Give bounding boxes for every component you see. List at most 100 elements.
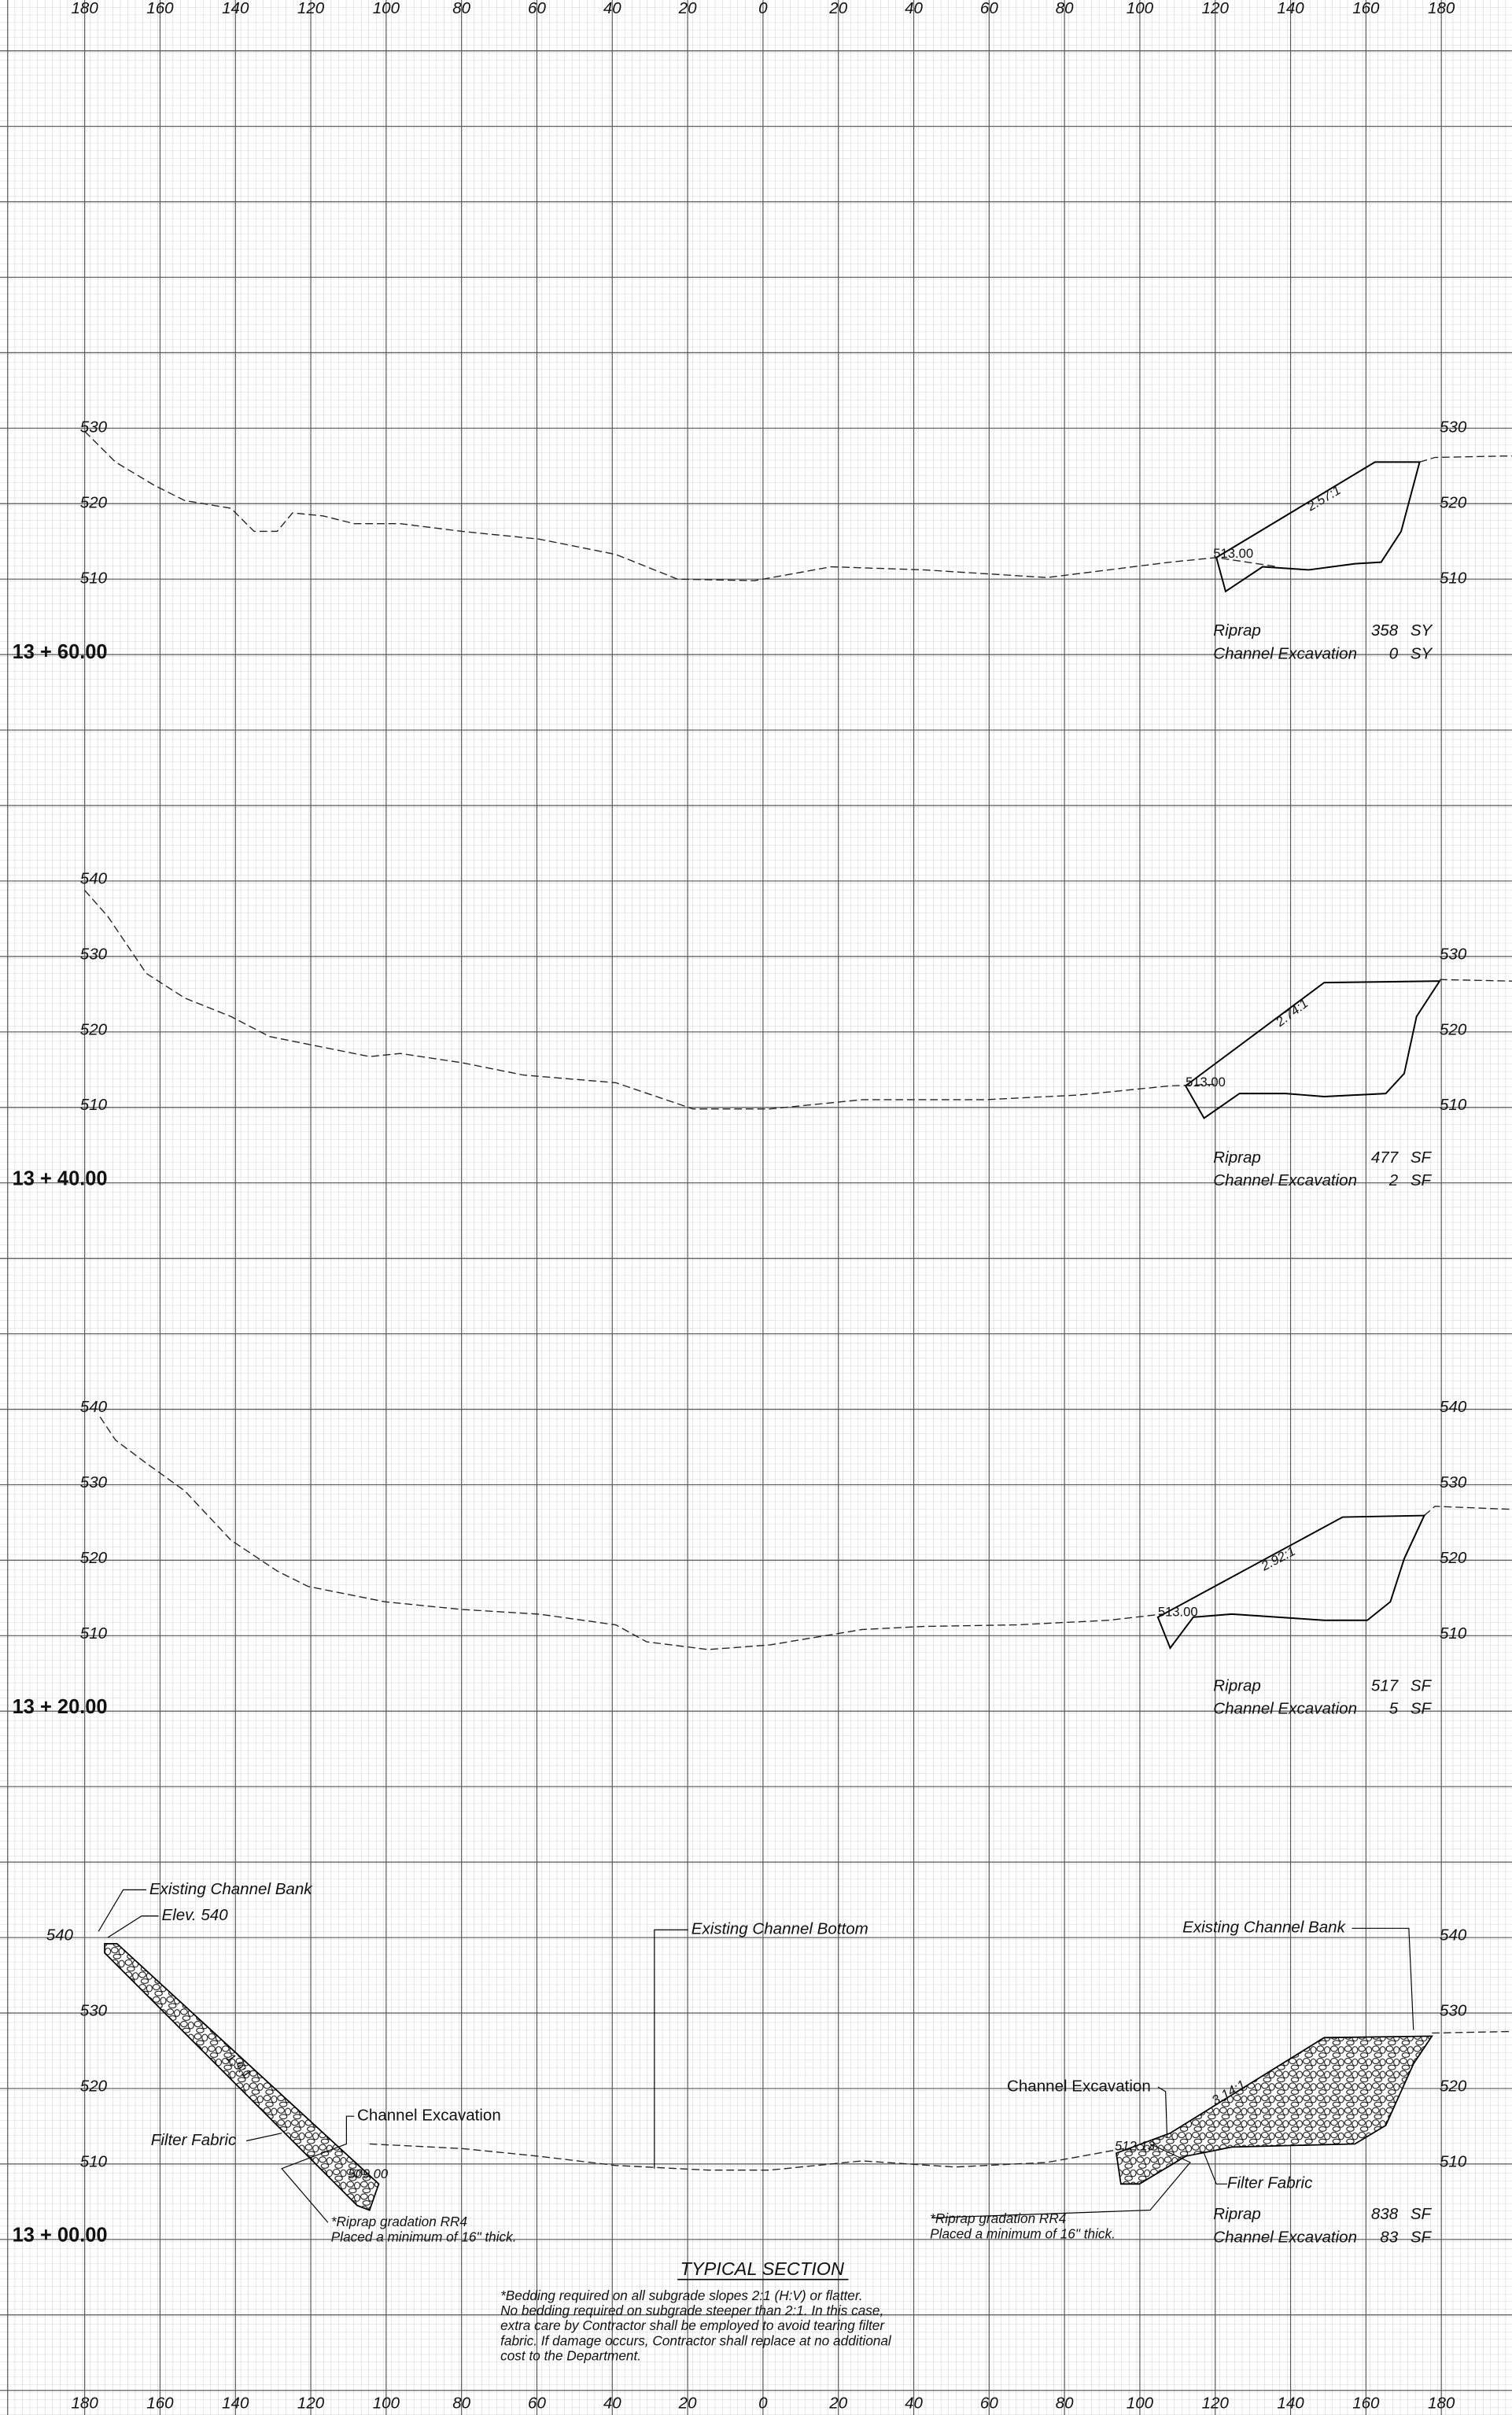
axis-label: 100 (1127, 0, 1154, 17)
note-line: cost to the Department. (500, 2348, 641, 2364)
elevation-label: 530 (80, 2001, 108, 2019)
quantity-unit: SY (1411, 645, 1433, 663)
elevation-label: 510 (80, 2152, 108, 2170)
riprap-note: *Riprap gradation RR4 (930, 2210, 1066, 2226)
quantity-item: Channel Excavation (1213, 645, 1357, 663)
proposed-section (1156, 1514, 1425, 1650)
axis-label: 60 (528, 2395, 546, 2413)
quantity-unit: SF (1411, 2205, 1433, 2223)
quantity-item: Riprap (1213, 621, 1261, 640)
quantity-item: Riprap (1213, 1676, 1261, 1694)
quantity-item: Riprap (1213, 1149, 1261, 1167)
axis-label: 20 (828, 0, 847, 17)
axis-label: 120 (297, 2395, 325, 2413)
elevation-label: 510 (80, 1096, 108, 1114)
note-line: fabric. If damage occurs, Contractor sha… (500, 2332, 892, 2348)
elevation-label: 530 (80, 945, 108, 963)
station-label: 13 + 00.00 (13, 2225, 108, 2247)
elevation-label: 520 (1440, 1549, 1467, 1567)
elevation-label: 510 (1440, 1096, 1467, 1114)
axis-label: 140 (1277, 2395, 1304, 2413)
elevation-label: 512.13 (1115, 2139, 1156, 2154)
quantity-item: Riprap (1213, 2205, 1261, 2223)
axis-label: 120 (1202, 2395, 1230, 2413)
riprap-note: Placed a minimum of 16" thick. (930, 2225, 1116, 2241)
quantity-unit: SF (1411, 1149, 1433, 1167)
quantity-value: 0 (1389, 645, 1399, 663)
axis-label: 80 (452, 2395, 470, 2413)
existing-ground (1419, 455, 1512, 463)
quantity-item: Channel Excavation (1213, 1700, 1357, 1718)
quantity-value: 477 (1371, 1149, 1400, 1167)
elevation-label: 540 (80, 1398, 108, 1416)
axis-label: 160 (1352, 2395, 1380, 2413)
axis-label: 140 (222, 0, 249, 17)
axis-label: 40 (905, 2395, 923, 2413)
axis-label: 80 (1056, 2395, 1074, 2413)
axis-label: 80 (1056, 0, 1074, 17)
elevation-label: 530 (1440, 418, 1467, 437)
elevation-label: 530 (1440, 1473, 1467, 1491)
existing-ground (84, 430, 1278, 581)
station-label: 13 + 60.00 (13, 641, 108, 663)
axis-label: 180 (1428, 2395, 1455, 2413)
existing-ground (1432, 2030, 1512, 2034)
axis-label: 100 (373, 0, 400, 17)
quantity-unit: SF (1411, 1676, 1433, 1694)
elevation-label: 520 (1440, 2077, 1467, 2095)
elevation-label: 510 (1440, 2152, 1467, 2170)
quantity-unit: SF (1411, 1700, 1433, 1718)
axis-label: 120 (297, 0, 325, 17)
elevation-label: 530 (80, 418, 108, 437)
labels: Existing Channel Bank Elev. 540 Existing… (149, 1880, 1347, 2279)
elevation-label: 513.00 (1186, 1075, 1226, 1090)
elevation-label: 520 (80, 494, 108, 512)
elevation-label: 520 (80, 1020, 108, 1038)
elevation-label: 513.00 (1158, 1604, 1198, 1619)
elevation-label: 540 (80, 869, 108, 887)
annotation: Existing Channel Bottom (691, 1920, 868, 1938)
axis-label: 20 (678, 2395, 697, 2413)
elevation-label: 520 (1440, 1020, 1467, 1038)
quantity-value: 5 (1389, 1700, 1399, 1718)
proposed-section (1184, 980, 1441, 1119)
elevation-label: 530 (80, 1473, 108, 1491)
axis-label: 180 (72, 2395, 99, 2413)
elevation-label: 520 (80, 1549, 108, 1567)
elevation-label: 520 (80, 2077, 108, 2095)
elevation-label: 513.00 (1213, 546, 1253, 561)
elevation-label: 540 (46, 1926, 74, 1945)
axis-label: 100 (1127, 2395, 1154, 2413)
quantity-value: 2 (1388, 1171, 1399, 1189)
axis-label: 40 (603, 2395, 621, 2413)
axis-label: 80 (452, 0, 470, 17)
axis-label: 60 (980, 0, 998, 17)
axis-label: 160 (146, 2395, 174, 2413)
existing-ground (369, 2143, 1124, 2171)
typical-section-title: TYPICAL SECTION (680, 2258, 844, 2279)
axis-label: 120 (1202, 0, 1230, 17)
axis-label: 20 (828, 2395, 847, 2413)
elevation-label: 510 (1440, 1624, 1467, 1643)
elevation-label: 530 (1440, 945, 1467, 963)
axis-label: 0 (758, 0, 768, 17)
axis-label: 0 (758, 2395, 768, 2413)
elevation-label: 520 (1440, 494, 1467, 512)
elevation-label: 509.00 (348, 2166, 389, 2181)
axis-label: 140 (1277, 0, 1304, 17)
riprap-note: Placed a minimum of 16" thick. (331, 2229, 517, 2244)
annotation: Elev. 540 (162, 1906, 229, 1924)
quantity-item: Channel Excavation (1213, 2228, 1357, 2246)
quantity-value: 358 (1371, 621, 1399, 640)
elevation-label: 540 (1440, 1398, 1467, 1416)
quantity-value: 83 (1380, 2228, 1398, 2246)
quantity-value: 838 (1371, 2205, 1399, 2223)
note-line: extra care by Contractor shall be employ… (500, 2317, 885, 2333)
annotation: Existing Channel Bank (1182, 1919, 1346, 1937)
quantity-unit: SY (1411, 621, 1433, 640)
elevation-label: 510 (80, 1624, 108, 1643)
axis-label: 40 (905, 0, 923, 17)
